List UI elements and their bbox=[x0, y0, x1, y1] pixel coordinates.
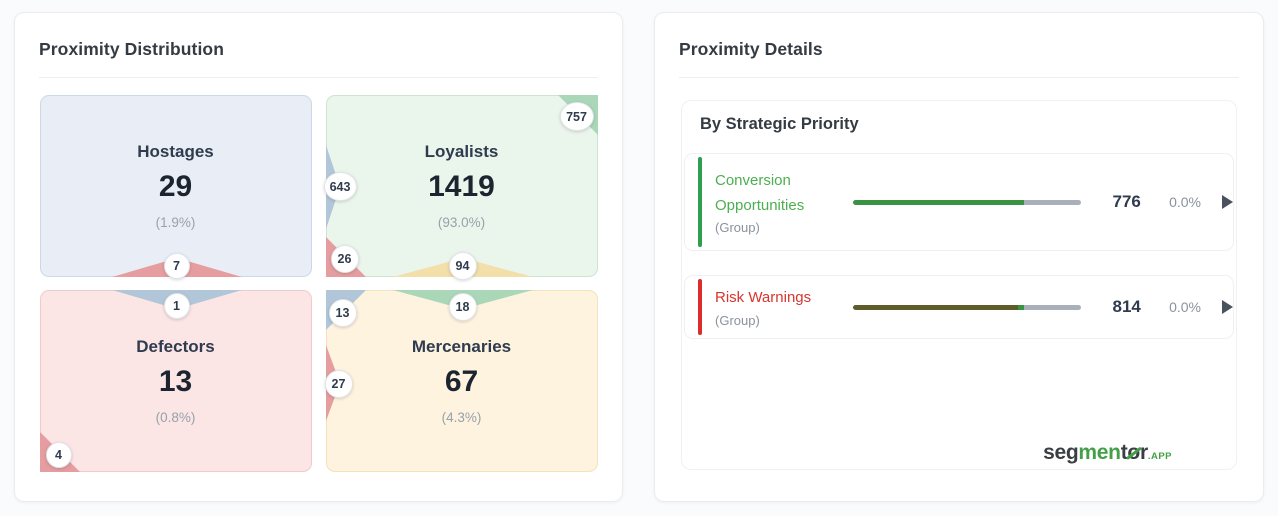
priority-row-sublabel: (Group) bbox=[715, 312, 760, 328]
flow-badge-hostages-to-mercenaries[interactable]: 13 bbox=[328, 299, 357, 327]
flow-badge-defectors-to-hostages[interactable]: 7 bbox=[163, 253, 190, 279]
proximity-quadrant-chart: Hostages 29 (1.9%) Loyalists 1419 (93.0%… bbox=[39, 95, 598, 472]
quadrant-value: 67 bbox=[444, 365, 479, 398]
flow-badge-hostages-to-loyalists[interactable]: 643 bbox=[323, 172, 357, 201]
priority-row-label: Risk Warnings bbox=[715, 289, 812, 307]
quadrant-label: Loyalists bbox=[424, 142, 499, 161]
priority-progress-bar bbox=[852, 199, 1081, 205]
flow-badge-hostages-to-defectors[interactable]: 1 bbox=[163, 293, 190, 319]
row-accent-bar bbox=[698, 157, 702, 247]
quadrant-label: Mercenaries bbox=[411, 337, 512, 356]
segmentor-app-logo[interactable]: segmentor.APP bbox=[1043, 441, 1172, 464]
strategic-priority-heading: By Strategic Priority bbox=[700, 115, 859, 133]
card-divider bbox=[679, 77, 1239, 78]
priority-row-label: Conversion Opportunities bbox=[715, 171, 805, 214]
quadrant-percentage: (0.8%) bbox=[155, 410, 196, 425]
flow-badge-defectors-retained[interactable]: 4 bbox=[45, 442, 72, 468]
expand-row-play-icon[interactable] bbox=[1221, 300, 1233, 314]
quadrant-hostages[interactable]: Hostages 29 (1.9%) bbox=[39, 95, 312, 277]
proximity-details-title: Proximity Details bbox=[679, 39, 823, 59]
priority-row-risk-warnings[interactable]: Risk Warnings (Group) 814 0.0% bbox=[684, 275, 1234, 339]
proximity-distribution-title: Proximity Distribution bbox=[39, 39, 224, 59]
priority-progress-bar bbox=[852, 304, 1081, 310]
quadrant-label: Hostages bbox=[137, 142, 214, 161]
flow-badge-mercenaries-to-loyalists[interactable]: 94 bbox=[448, 252, 477, 280]
flow-badge-defectors-to-loyalists[interactable]: 26 bbox=[330, 245, 359, 273]
priority-row-percent: 0.0% bbox=[1169, 299, 1201, 315]
flow-badge-loyalists-retained[interactable]: 757 bbox=[559, 102, 594, 131]
quadrant-loyalists[interactable]: Loyalists 1419 (93.0%) bbox=[325, 95, 598, 277]
row-accent-bar bbox=[698, 279, 702, 335]
priority-row-conversion-opportunities[interactable]: Conversion Opportunities (Group) 776 0.0… bbox=[684, 153, 1234, 251]
priority-progress-tip bbox=[1017, 199, 1024, 205]
priority-row-percent: 0.0% bbox=[1169, 194, 1201, 210]
proximity-details-card: Proximity Details By Strategic Priority … bbox=[654, 12, 1264, 502]
logo-slashed-o: o bbox=[1127, 441, 1140, 464]
priority-progress-fill bbox=[852, 304, 1024, 310]
quadrant-percentage: (1.9%) bbox=[155, 215, 196, 230]
quadrant-percentage: (4.3%) bbox=[441, 410, 482, 425]
expand-row-play-icon[interactable] bbox=[1221, 195, 1233, 209]
quadrant-value: 13 bbox=[158, 365, 193, 398]
quadrant-value: 29 bbox=[158, 170, 193, 203]
card-divider bbox=[39, 77, 598, 78]
flow-badge-loyalists-to-mercenaries[interactable]: 18 bbox=[448, 293, 477, 321]
priority-progress-tip bbox=[1017, 304, 1024, 310]
priority-progress-fill bbox=[852, 199, 1024, 205]
priority-row-value: 776 bbox=[1112, 192, 1141, 211]
priority-row-value: 814 bbox=[1112, 297, 1141, 316]
quadrant-label: Defectors bbox=[136, 337, 215, 356]
proximity-distribution-card: Proximity Distribution Hostages 29 (1.9%… bbox=[14, 12, 623, 502]
quadrant-value: 1419 bbox=[428, 170, 495, 203]
quadrant-defectors[interactable]: Defectors 13 (0.8%) bbox=[39, 290, 312, 472]
flow-badge-defectors-to-mercenaries[interactable]: 27 bbox=[324, 370, 353, 398]
quadrant-percentage: (93.0%) bbox=[437, 215, 486, 230]
priority-row-sublabel: (Group) bbox=[715, 220, 760, 236]
strategic-priority-panel: By Strategic Priority Conversion Opportu… bbox=[681, 100, 1237, 470]
